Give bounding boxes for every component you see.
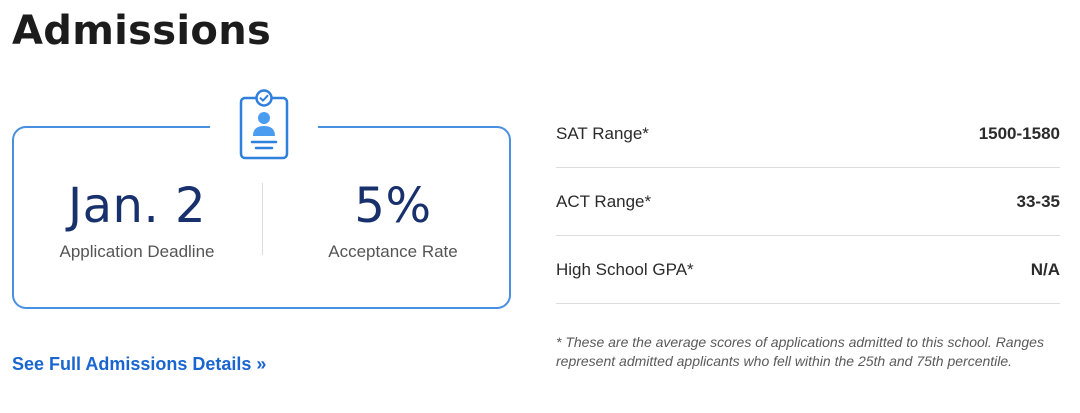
- score-list: SAT Range* 1500-1580 ACT Range* 33-35 Hi…: [556, 100, 1060, 304]
- gpa-label: High School GPA*: [556, 259, 694, 279]
- scores-footnote: * These are the average scores of applic…: [556, 334, 1044, 369]
- act-range-label: ACT Range*: [556, 191, 652, 211]
- score-row-act: ACT Range* 33-35: [556, 168, 1060, 236]
- sat-range-value: 1500-1580: [978, 123, 1060, 143]
- score-row-sat: SAT Range* 1500-1580: [556, 100, 1060, 168]
- score-row-gpa: High School GPA* N/A: [556, 236, 1060, 304]
- full-admissions-details-link[interactable]: See Full Admissions Details »: [12, 354, 267, 374]
- sat-range-label: SAT Range*: [556, 123, 649, 143]
- card-badge: [210, 88, 318, 164]
- acceptance-value: 5%: [354, 178, 432, 234]
- deadline-label: Application Deadline: [59, 242, 215, 261]
- acceptance-label: Acceptance Rate: [328, 242, 458, 261]
- act-range-value: 33-35: [1016, 191, 1060, 211]
- id-badge-icon: [239, 89, 289, 160]
- deadline-stat: Jan. 2 Application Deadline: [12, 178, 262, 262]
- stat-divider: [262, 183, 263, 255]
- page-title: Admissions: [12, 8, 272, 54]
- acceptance-stat: 5% Acceptance Rate: [268, 178, 518, 262]
- deadline-value: Jan. 2: [67, 178, 207, 234]
- gpa-value: N/A: [1030, 259, 1060, 279]
